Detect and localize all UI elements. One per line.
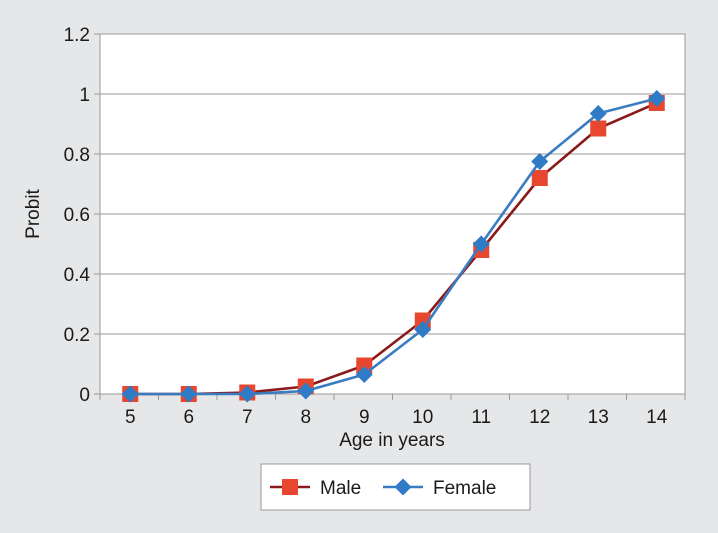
y-tick-labels: 0 0.2 0.4 0.6 0.8 1 1.2 (64, 25, 91, 406)
legend: Male Female (260, 463, 531, 511)
y-tick-label: 0.2 (64, 325, 90, 346)
legend-label-female: Female (433, 478, 496, 499)
x-tick-label: 8 (300, 407, 311, 428)
legend-marker-male (282, 479, 298, 495)
x-axis-label: Age in years (339, 430, 445, 451)
female-point (180, 385, 198, 403)
y-tick-label: 0.8 (64, 145, 90, 166)
legend-items: Male Female (270, 478, 496, 499)
male-point (531, 170, 548, 186)
female-point (648, 90, 666, 107)
y-tick-label: 1 (79, 85, 90, 106)
legend-item-male: Male (270, 478, 361, 499)
y-tick-label: 0.4 (64, 265, 91, 286)
x-tick-label: 7 (242, 407, 253, 428)
grid-lines (94, 33, 686, 400)
x-tick-label: 6 (183, 407, 194, 428)
series-layer (121, 90, 666, 403)
male-point (590, 120, 607, 137)
male-point (356, 357, 373, 374)
legend-marker-female (394, 478, 412, 496)
x-tick-label: 14 (646, 407, 668, 428)
female-series-line (130, 97, 658, 396)
x-tick-label: 13 (588, 407, 609, 428)
x-tick-labels: 5 6 7 8 9 10 11 12 13 14 (125, 407, 668, 428)
legend-label-male: Male (320, 478, 361, 499)
female-point (355, 366, 373, 383)
y-tick-label: 0 (79, 385, 90, 406)
y-axis-label: Probit (23, 188, 44, 238)
y-tick-label: 0.6 (64, 205, 90, 226)
female-point (238, 385, 256, 403)
x-tick-label: 10 (412, 407, 433, 428)
x-tick-label: 11 (471, 407, 491, 428)
female-point (121, 385, 139, 403)
y-tick-label: 1.2 (64, 25, 90, 46)
female-point (531, 153, 549, 170)
female-point (297, 382, 315, 400)
female-point (589, 105, 607, 122)
x-tick-label: 12 (529, 407, 550, 428)
x-tick-label: 5 (125, 407, 136, 428)
legend-item-female: Female (383, 478, 496, 499)
x-tick-label: 9 (359, 407, 370, 428)
series-female (121, 90, 666, 403)
female-point (414, 321, 432, 338)
female-point (472, 235, 490, 253)
